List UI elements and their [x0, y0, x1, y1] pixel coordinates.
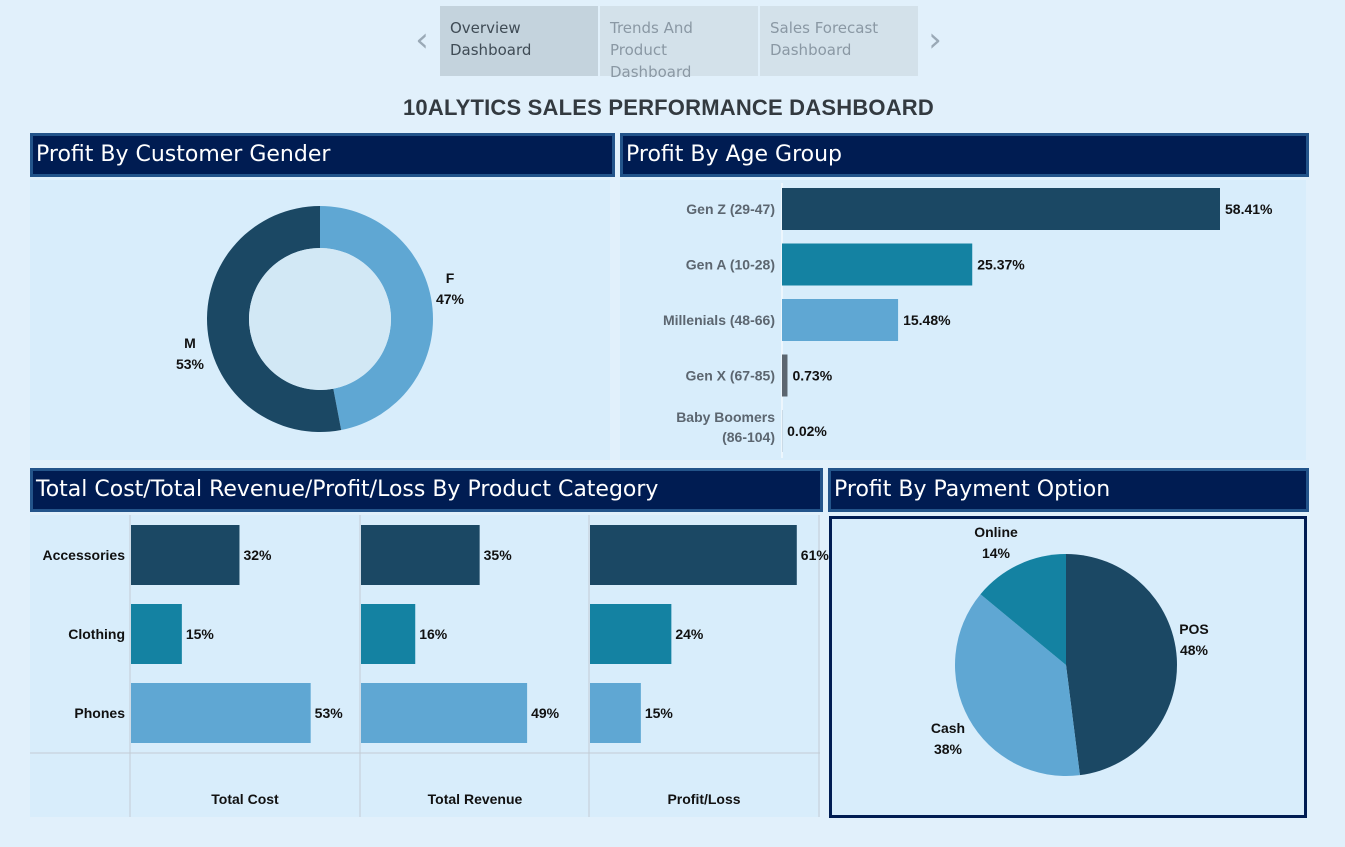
category-bar-value: 61%: [801, 547, 830, 563]
category-bar-value: 49%: [531, 705, 560, 721]
age-bar-value: 0.73%: [792, 368, 832, 384]
category-row-label: Accessories: [42, 547, 125, 563]
category-series-label: Total Cost: [211, 791, 279, 807]
category-bar[interactable]: [131, 683, 311, 743]
category-series-label: Profit/Loss: [667, 791, 740, 807]
age-category-label: Millenials (48-66): [663, 312, 775, 328]
age-panel-header: Profit By Age Group: [620, 133, 1309, 177]
age-bar-value: 15.48%: [903, 312, 951, 328]
category-row-label: Phones: [74, 705, 125, 721]
pie-label-pos: POS: [1179, 621, 1209, 637]
age-bar-value: 0.02%: [787, 423, 827, 439]
tab-label-line2: Dashboard: [450, 41, 532, 59]
category-bar-value: 15%: [186, 626, 215, 642]
category-bar[interactable]: [131, 604, 182, 664]
category-bar[interactable]: [361, 525, 480, 585]
category-bar[interactable]: [590, 525, 797, 585]
age-category-label: Gen A (10-28): [686, 257, 775, 273]
age-category-label: (86-104): [722, 429, 775, 445]
pie-slice-cash[interactable]: [954, 594, 1080, 776]
tab-label-line2: Dashboard: [610, 63, 692, 81]
payment-panel-header: Profit By Payment Option: [828, 468, 1309, 512]
pie-value-cash: 38%: [934, 741, 963, 757]
donut-label-m: M: [184, 335, 196, 351]
category-bar-value: 32%: [243, 547, 272, 563]
donut-hole: [249, 248, 391, 390]
pie-value-online: 14%: [982, 545, 1011, 561]
pie-slice-pos[interactable]: [1066, 553, 1178, 776]
age-bar-value: 25.37%: [977, 257, 1025, 273]
category-bar-value: 16%: [419, 626, 448, 642]
tab-label-line1: Trends And Product: [610, 19, 693, 59]
tab-label-line1: Sales Forecast: [770, 19, 879, 37]
pie-slice-online[interactable]: [980, 554, 1066, 665]
category-bar[interactable]: [361, 604, 416, 664]
tab-trends-and-product-dashboard[interactable]: Trends And Product Dashboard: [600, 6, 758, 81]
age-bar[interactable]: [782, 188, 1220, 230]
donut-value-f: 47%: [436, 291, 465, 307]
next-dashboard-arrow-icon[interactable]: ›: [928, 20, 942, 60]
category-panel-header: Total Cost/Total Revenue/Profit/Loss By …: [30, 468, 823, 512]
donut-value-m: 53%: [176, 356, 205, 372]
age-category-label: Gen Z (29-47): [686, 201, 775, 217]
category-row-label: Clothing: [68, 626, 125, 642]
age-category-label: Baby Boomers: [676, 409, 775, 425]
pie-label-cash: Cash: [931, 720, 965, 736]
donut-label-f: F: [446, 270, 455, 286]
category-bar[interactable]: [131, 525, 240, 585]
pie-value-pos: 48%: [1180, 642, 1209, 658]
pie-label-online: Online: [974, 524, 1018, 540]
category-bar-value: 24%: [675, 626, 704, 642]
category-bar-value: 15%: [645, 705, 674, 721]
tab-sales-forecast-dashboard[interactable]: Sales Forecast Dashboard: [760, 6, 918, 76]
gender-panel-header: Profit By Customer Gender: [30, 133, 615, 177]
donut-slice-f[interactable]: [320, 206, 434, 430]
age-category-label: Gen X (67-85): [686, 368, 775, 384]
category-bar-value: 35%: [484, 547, 513, 563]
age-bar[interactable]: [782, 354, 788, 397]
category-bar[interactable]: [590, 683, 641, 743]
donut-slice-m[interactable]: [207, 206, 342, 433]
tab-overview-dashboard[interactable]: Overview Dashboard: [440, 6, 598, 76]
previous-dashboard-arrow-icon[interactable]: ‹: [415, 20, 429, 60]
tab-label-line2: Dashboard: [770, 41, 852, 59]
category-series-label: Total Revenue: [428, 791, 523, 807]
page-title: 10ALYTICS SALES PERFORMANCE DASHBOARD: [403, 95, 934, 120]
tab-label-line1: Overview: [450, 19, 521, 37]
category-bar[interactable]: [361, 683, 528, 743]
age-bar[interactable]: [782, 243, 973, 286]
category-bar[interactable]: [590, 604, 672, 664]
age-bar[interactable]: [782, 299, 899, 341]
age-bar-value: 58.41%: [1225, 201, 1273, 217]
category-bar-value: 53%: [315, 705, 344, 721]
